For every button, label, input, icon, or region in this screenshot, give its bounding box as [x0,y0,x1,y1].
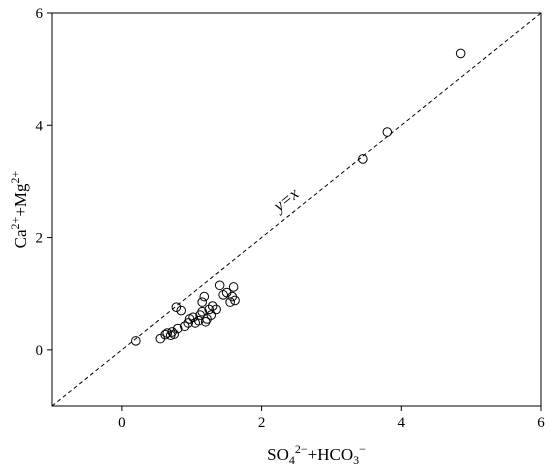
data-point [171,302,182,312]
plot-frame-group [51,12,542,407]
data-point [169,329,180,339]
data-point [382,127,393,137]
data-point [197,306,207,317]
reference-line-label: y=x [268,184,303,217]
y-tick-label: 0 [36,343,44,359]
data-point [455,48,466,59]
y-tick-label: 2 [36,231,44,247]
data-point [197,297,207,307]
data-point [214,280,225,291]
x-tick-label: 2 [258,415,266,431]
x-axis-title: SO42−+HCO3− [267,442,366,467]
data-point [167,327,177,337]
data-point [179,321,190,332]
data-point [204,304,214,315]
data-point [228,282,239,292]
reference-line-group [51,12,542,407]
y-tick-label: 4 [36,118,44,134]
ticks-group [47,12,542,411]
x-tick-label: 6 [537,415,545,431]
data-points-group [131,48,466,346]
data-point [160,329,170,340]
y-tick-label: 6 [36,6,44,22]
labels-group: 0 2 4 6 0 2 4 6 SO42−+HCO3− Ca2++Mg2+ y=x [8,6,545,467]
data-point [176,305,187,316]
data-point [358,154,368,164]
y-axis-title: Ca2++Mg2+ [8,170,30,248]
data-point [225,297,235,307]
data-point [211,304,221,315]
data-point [188,312,198,323]
data-point [199,291,210,302]
data-point [230,295,240,306]
data-point [206,310,217,320]
data-point [207,301,218,311]
x-tick-label: 4 [398,415,406,431]
plot-frame [51,12,542,407]
reference-line-y-equals-x [51,12,542,407]
data-point [172,323,183,334]
data-point [183,318,194,328]
data-point [131,336,141,346]
x-tick-label: 0 [118,415,126,431]
